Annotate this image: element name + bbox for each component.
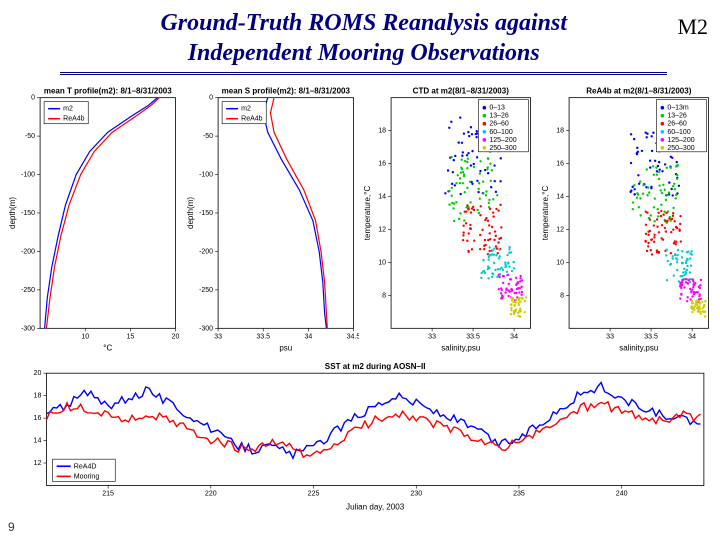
svg-text:225: 225 [308, 491, 320, 498]
title-line-1: Ground-Truth ROMS Reanalysis against [160, 10, 567, 36]
svg-text:125–200: 125–200 [489, 137, 516, 144]
svg-text:depth(m): depth(m) [186, 197, 195, 229]
corner-label: M2 [667, 8, 708, 40]
svg-text:18: 18 [378, 128, 386, 135]
svg-text:240: 240 [616, 491, 628, 498]
svg-text:-200: -200 [199, 248, 213, 255]
svg-text:temperature,°C: temperature,°C [363, 186, 372, 241]
svg-text:°C: °C [103, 343, 112, 352]
svg-text:16: 16 [34, 415, 42, 422]
panel-temperature-profile: 10 15 20 0 -50 -100 -150 -200 -250 -300 °C depth(m)… [6, 79, 182, 355]
svg-text:33.5: 33.5 [644, 333, 658, 340]
svg-text:12: 12 [378, 226, 386, 233]
svg-text:230: 230 [410, 491, 422, 498]
svg-text:60–100: 60–100 [667, 129, 690, 136]
svg-text:8: 8 [560, 292, 564, 299]
svg-text:26–60: 26–60 [489, 121, 509, 128]
svg-text:Mooring: Mooring [74, 473, 100, 480]
svg-text:60–100: 60–100 [489, 129, 512, 136]
svg-text:20: 20 [172, 333, 180, 340]
page-title: Ground-Truth ROMS Reanalysis against Ind… [60, 8, 667, 75]
svg-text:Julian day, 2003: Julian day, 2003 [346, 503, 405, 512]
svg-text:8: 8 [382, 292, 386, 299]
svg-text:-50: -50 [202, 133, 212, 140]
svg-text:0: 0 [209, 95, 213, 102]
svg-text:33.5: 33.5 [466, 333, 480, 340]
svg-text:12: 12 [556, 226, 564, 233]
svg-text:-300: -300 [199, 325, 213, 332]
panel-sst-timeseries: 215 220 225 230 235 240 12 14 16 18 20 Julian day, … [6, 355, 714, 517]
svg-text:-250: -250 [199, 287, 213, 294]
svg-text:m2: m2 [63, 106, 73, 113]
svg-text:13–26: 13–26 [667, 113, 687, 120]
svg-text:125–200: 125–200 [667, 137, 694, 144]
svg-text:-50: -50 [25, 133, 35, 140]
svg-text:34.5: 34.5 [346, 333, 359, 340]
svg-text:ReA4b: ReA4b [63, 116, 85, 123]
svg-text:220: 220 [205, 491, 217, 498]
svg-text:depth(m): depth(m) [8, 197, 17, 229]
panel-rea-scatter: 33 33.5 34 8 10 12 14 16 18 salinity,psu temperatu… [539, 79, 715, 355]
svg-text:15: 15 [126, 333, 134, 340]
svg-text:12: 12 [34, 460, 42, 467]
svg-text:10: 10 [81, 333, 89, 340]
svg-text:14: 14 [378, 194, 386, 201]
svg-text:33: 33 [606, 333, 614, 340]
svg-text:ReA4b at m2(8/1–8/31/2003): ReA4b at m2(8/1–8/31/2003) [586, 87, 691, 96]
svg-text:-300: -300 [21, 325, 35, 332]
page-number: 9 [8, 520, 15, 534]
svg-text:salinity,psu: salinity,psu [619, 343, 658, 352]
svg-text:34: 34 [688, 333, 696, 340]
svg-text:salinity,psu: salinity,psu [441, 343, 480, 352]
svg-text:250–300: 250–300 [489, 145, 516, 152]
svg-text:-150: -150 [21, 210, 35, 217]
svg-text:235: 235 [513, 491, 525, 498]
svg-text:0: 0 [31, 95, 35, 102]
svg-text:ReA4D: ReA4D [74, 463, 97, 470]
svg-text:mean T profile(m2): 8/1–8/31/2: mean T profile(m2): 8/1–8/31/2003 [44, 87, 172, 96]
svg-text:34: 34 [510, 333, 518, 340]
svg-text:10: 10 [556, 259, 564, 266]
svg-text:temperature,°C: temperature,°C [541, 186, 550, 241]
svg-text:33: 33 [428, 333, 436, 340]
svg-text:34: 34 [304, 333, 312, 340]
svg-text:33: 33 [214, 333, 222, 340]
svg-text:-150: -150 [199, 210, 213, 217]
svg-text:psu: psu [279, 343, 292, 352]
svg-text:14: 14 [34, 438, 42, 445]
svg-text:13–26: 13–26 [489, 113, 509, 120]
svg-text:250–300: 250–300 [667, 145, 694, 152]
svg-text:18: 18 [556, 128, 564, 135]
title-line-2: Independent Mooring Observations [188, 40, 540, 66]
svg-text:-250: -250 [21, 287, 35, 294]
svg-text:33.5: 33.5 [256, 333, 270, 340]
svg-text:10: 10 [378, 259, 386, 266]
svg-text:18: 18 [34, 393, 42, 400]
svg-text:14: 14 [556, 194, 564, 201]
svg-text:-100: -100 [199, 172, 213, 179]
svg-text:215: 215 [102, 491, 114, 498]
svg-text:0–13m: 0–13m [667, 105, 689, 112]
svg-text:0–13: 0–13 [489, 105, 505, 112]
svg-text:20: 20 [34, 370, 42, 377]
svg-text:m2: m2 [241, 106, 251, 113]
svg-text:CTD at m2(8/1–8/31/2003): CTD at m2(8/1–8/31/2003) [413, 87, 510, 96]
svg-text:-100: -100 [21, 172, 35, 179]
svg-text:SST at m2 during AOSN–II: SST at m2 during AOSN–II [325, 362, 426, 371]
svg-text:mean S profile(m2): 8/1–8/31/2: mean S profile(m2): 8/1–8/31/2003 [221, 87, 350, 96]
svg-text:-200: -200 [21, 248, 35, 255]
svg-text:16: 16 [556, 161, 564, 168]
svg-text:ReA4b: ReA4b [241, 116, 263, 123]
svg-text:26–60: 26–60 [667, 121, 687, 128]
panel-ctd-scatter: 33 33.5 34 8 10 12 14 16 18 salinity,psu temperatu… [361, 79, 537, 355]
panel-salinity-profile: 33 33.5 34 34.5 0 -50 -100 -150 -200 -250 -300 psu d… [184, 79, 360, 355]
svg-text:16: 16 [378, 161, 386, 168]
